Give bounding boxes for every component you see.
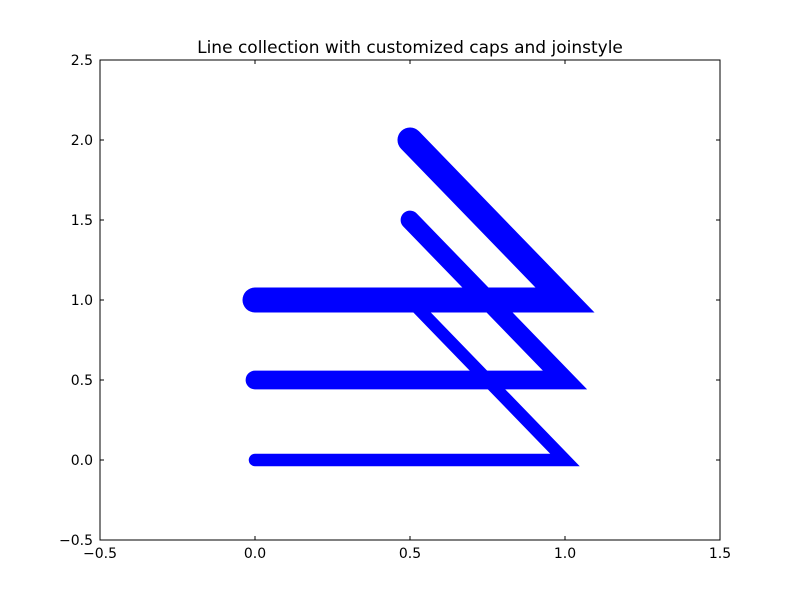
ticks-layer: −0.5 0.0 0.5 1.0 1.5 −0.5 0.0 0.5 1.0 1.5 2.0 2.5 [59,53,731,562]
series-layer [242,127,595,467]
y-tick-label: 2.5 [71,53,93,69]
series-line-2 [245,210,588,390]
y-tick-label: 0.5 [71,373,93,389]
chart-title: Line collection with customized caps and… [197,38,623,58]
y-tick-label: 2.0 [71,133,93,149]
series-line-3 [242,127,595,313]
y-tick-label: 1.0 [71,293,93,309]
x-tick-label: −0.5 [83,546,117,562]
y-tick-label: 1.5 [71,213,93,229]
series-line-1 [248,293,580,467]
x-tick-label: 1.5 [709,546,731,562]
x-tick-label: 0.0 [244,546,266,562]
y-tick-label: −0.5 [59,533,93,549]
y-tick-label: 0.0 [71,453,93,469]
x-tick-label: 0.5 [399,546,421,562]
x-tick-label: 1.0 [554,546,576,562]
